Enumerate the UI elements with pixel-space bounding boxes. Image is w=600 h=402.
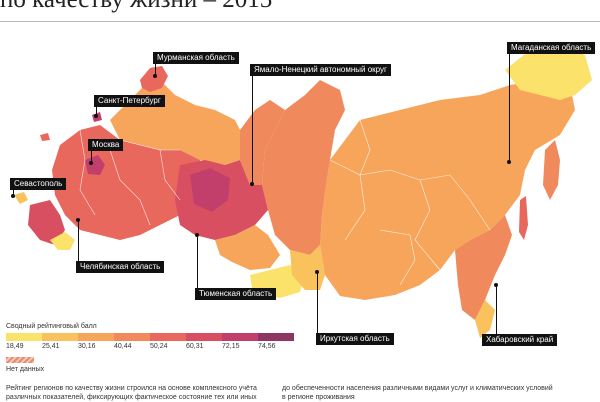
legend-nodata-swatch <box>6 357 34 363</box>
region-irkutsk <box>290 245 325 290</box>
region-murmansk <box>140 66 168 92</box>
dot-tyumen <box>195 233 199 237</box>
legend-title: Сводный рейтинговый балл <box>6 323 97 330</box>
dot-sevastopol <box>11 194 15 198</box>
region-south-siberia <box>215 225 280 270</box>
legend-swatch <box>78 333 114 341</box>
page-title: по качеству жизни – 2015 <box>0 0 600 14</box>
label-tyumen: Тюменская область <box>195 288 277 300</box>
pin-yamal <box>252 75 253 183</box>
label-chelyabinsk: Челябинская область <box>76 261 165 273</box>
pin-murmansk <box>155 63 156 75</box>
title-divider <box>0 21 600 22</box>
pin-magadan <box>509 53 510 161</box>
dot-yamal <box>250 182 254 186</box>
legend-swatch <box>114 333 150 341</box>
footnote-right: до обеспеченности населения различными в… <box>282 385 553 401</box>
legend-tick: 40,44 <box>114 343 132 350</box>
pin-chelyabinsk <box>78 220 79 262</box>
dot-magadan <box>507 160 511 164</box>
pin-tyumen <box>197 235 198 289</box>
legend-tick: 50,24 <box>150 343 168 350</box>
pin-irkutsk <box>317 272 318 334</box>
dot-murmansk <box>153 74 157 78</box>
legend-tick: 30,16 <box>78 343 96 350</box>
region-khabarovsk <box>455 215 512 320</box>
region-moscow <box>85 155 105 175</box>
region-primorye <box>475 300 495 338</box>
pin-khabarovsk <box>496 285 497 335</box>
legend-tick-labels: 18,49 25,41 30,16 40,44 50,24 60,31 72,15 74,56 <box>6 343 296 353</box>
legend-tick: 72,15 <box>222 343 240 350</box>
legend-swatch <box>6 333 42 341</box>
dot-irkutsk <box>315 270 319 274</box>
legend-swatch <box>42 333 78 341</box>
label-spb: Санкт-Петербург <box>94 95 165 107</box>
region-central-european <box>52 125 205 240</box>
legend-tick: 60,31 <box>186 343 204 350</box>
dot-chelyabinsk <box>76 218 80 222</box>
legend-swatch <box>186 333 222 341</box>
dot-moscow <box>89 161 93 165</box>
label-moscow: Москва <box>88 139 124 151</box>
label-sevastopol: Севастополь <box>10 178 67 190</box>
region-sakhalin <box>519 196 528 240</box>
legend-tick: 74,56 <box>258 343 276 350</box>
legend-tick: 25,41 <box>42 343 60 350</box>
region-tyumen <box>190 168 230 212</box>
label-murmansk: Мурманская область <box>153 52 239 64</box>
label-irkutsk: Иркутская область <box>316 333 394 345</box>
region-crimea <box>14 192 28 204</box>
label-khabarovsk: Хабаровский край <box>482 334 558 346</box>
region-kamchatka <box>543 140 560 200</box>
label-magadan: Магаданская область <box>507 42 596 54</box>
legend-swatch <box>222 333 258 341</box>
legend-tick: 18,49 <box>6 343 24 350</box>
region-magadan <box>505 45 592 100</box>
legend-swatch <box>258 333 294 341</box>
region-kaliningrad <box>40 133 50 141</box>
dot-spb <box>94 114 98 118</box>
legend-swatch <box>150 333 186 341</box>
legend-nodata-label: Нет данных <box>6 366 45 373</box>
legend-color-scale <box>6 333 294 341</box>
pin-sevastopol <box>13 189 14 195</box>
region-far-east <box>320 80 575 300</box>
label-yamal: Ямало-Ненецкий автономный округ <box>250 64 391 76</box>
region-yamal <box>240 100 285 185</box>
dot-khabarovsk <box>494 283 498 287</box>
footnote-left: Рейтинг регионов по качеству жизни строи… <box>6 385 257 401</box>
pin-spb <box>96 106 97 115</box>
region-south <box>28 200 65 245</box>
pin-moscow <box>91 150 92 162</box>
region-caucasus <box>50 232 75 250</box>
region-central-siberia <box>262 80 345 255</box>
